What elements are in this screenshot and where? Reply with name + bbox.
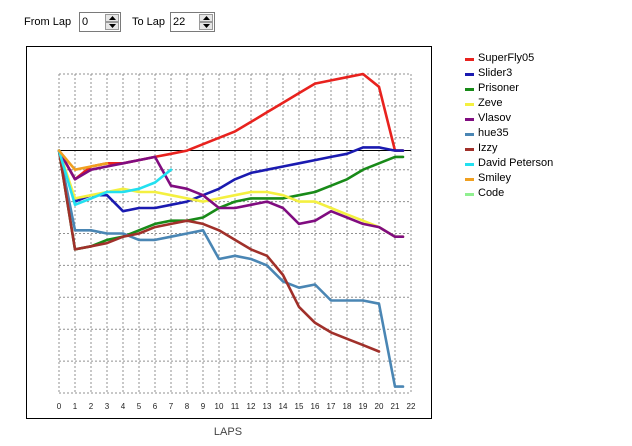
x-tick-label: 7 [169,402,174,411]
series-line-david-peterson [57,149,173,207]
x-tick-label: 3 [105,402,110,411]
x-tick-label: 4 [121,402,126,411]
legend-label: Prisoner [478,82,519,94]
x-tick-label: 5 [137,402,142,411]
from-lap-label: From Lap [24,16,72,28]
x-tick-label: 6 [153,402,158,411]
legend-swatch [465,148,474,151]
x-tick-label: 11 [231,402,240,411]
legend-swatch [465,133,474,136]
from-lap-increment-button[interactable] [105,14,119,22]
series-line-izzy [57,149,381,353]
from-lap-decrement-button[interactable] [105,22,119,30]
x-tick-label: 15 [295,402,304,411]
legend-label: SuperFly05 [478,52,535,64]
lap-position-chart: 0 1 2 3 4 5 6 7 8 9 10 11 12 13 14 15 16 17 18 19 20 21 22 [57,72,416,411]
lap-chart-panel: 0 1 2 3 4 5 6 7 8 9 10 11 12 13 14 15 16 17 18 19 20 21 22 [26,46,432,419]
series-line-vlasov [57,149,405,238]
x-axis-tick-labels: 0 1 2 3 4 5 6 7 8 9 10 11 12 13 14 15 16 17 18 19 20 21 22 [57,402,416,411]
x-tick-label: 14 [279,402,288,411]
x-tick-label: 20 [375,402,384,411]
x-tick-label: 21 [391,402,400,411]
series-line-zeve [57,149,405,238]
arrow-down-icon [109,24,116,28]
legend-label: Zeve [478,97,503,109]
from-lap-spinner[interactable] [79,12,121,32]
to-lap-spinner[interactable] [170,12,215,32]
legend-swatch [465,178,474,181]
lap-range-toolbar: From Lap To Lap [0,0,632,40]
to-lap-increment-button[interactable] [199,14,213,22]
arrow-up-icon [203,16,210,20]
arrow-down-icon [203,24,210,28]
from-lap-input[interactable] [82,14,104,30]
legend-swatch [465,118,474,121]
legend-label: Smiley [478,172,512,184]
legend-swatch [465,163,474,166]
x-tick-label: 0 [57,402,62,411]
series-line-hue35 [57,149,405,388]
series-line-slider3 [57,146,405,213]
legend-label: Code [478,187,505,199]
series-line-superfly05 [57,72,405,181]
legend-swatch [465,58,474,61]
arrow-up-icon [109,16,116,20]
x-tick-label: 18 [343,402,352,411]
chart-series-lines [57,72,405,388]
x-tick-label: 10 [215,402,224,411]
legend-label: Vlasov [478,112,512,124]
x-tick-label: 1 [73,402,78,411]
legend-swatch [465,88,474,91]
x-tick-label: 16 [311,402,320,411]
legend-label: hue35 [478,127,509,139]
to-lap-label: To Lap [132,16,166,28]
x-tick-label: 9 [201,402,206,411]
legend-label: Slider3 [478,67,513,79]
x-tick-label: 8 [185,402,190,411]
legend-swatch [465,103,474,106]
to-lap-decrement-button[interactable] [199,22,213,30]
legend-label: Izzy [478,142,498,154]
x-tick-label: 22 [407,402,416,411]
legend-swatch [465,193,474,196]
legend-label: David Peterson [478,157,554,169]
x-tick-label: 12 [247,402,256,411]
series-line-smiley [57,149,109,171]
to-lap-input[interactable] [173,14,195,30]
x-tick-label: 17 [327,402,336,411]
x-tick-label: 13 [263,402,272,411]
legend-swatch [465,73,474,76]
x-axis-title: LAPS [213,426,243,438]
x-tick-label: 2 [89,402,94,411]
x-tick-label: 19 [359,402,368,411]
